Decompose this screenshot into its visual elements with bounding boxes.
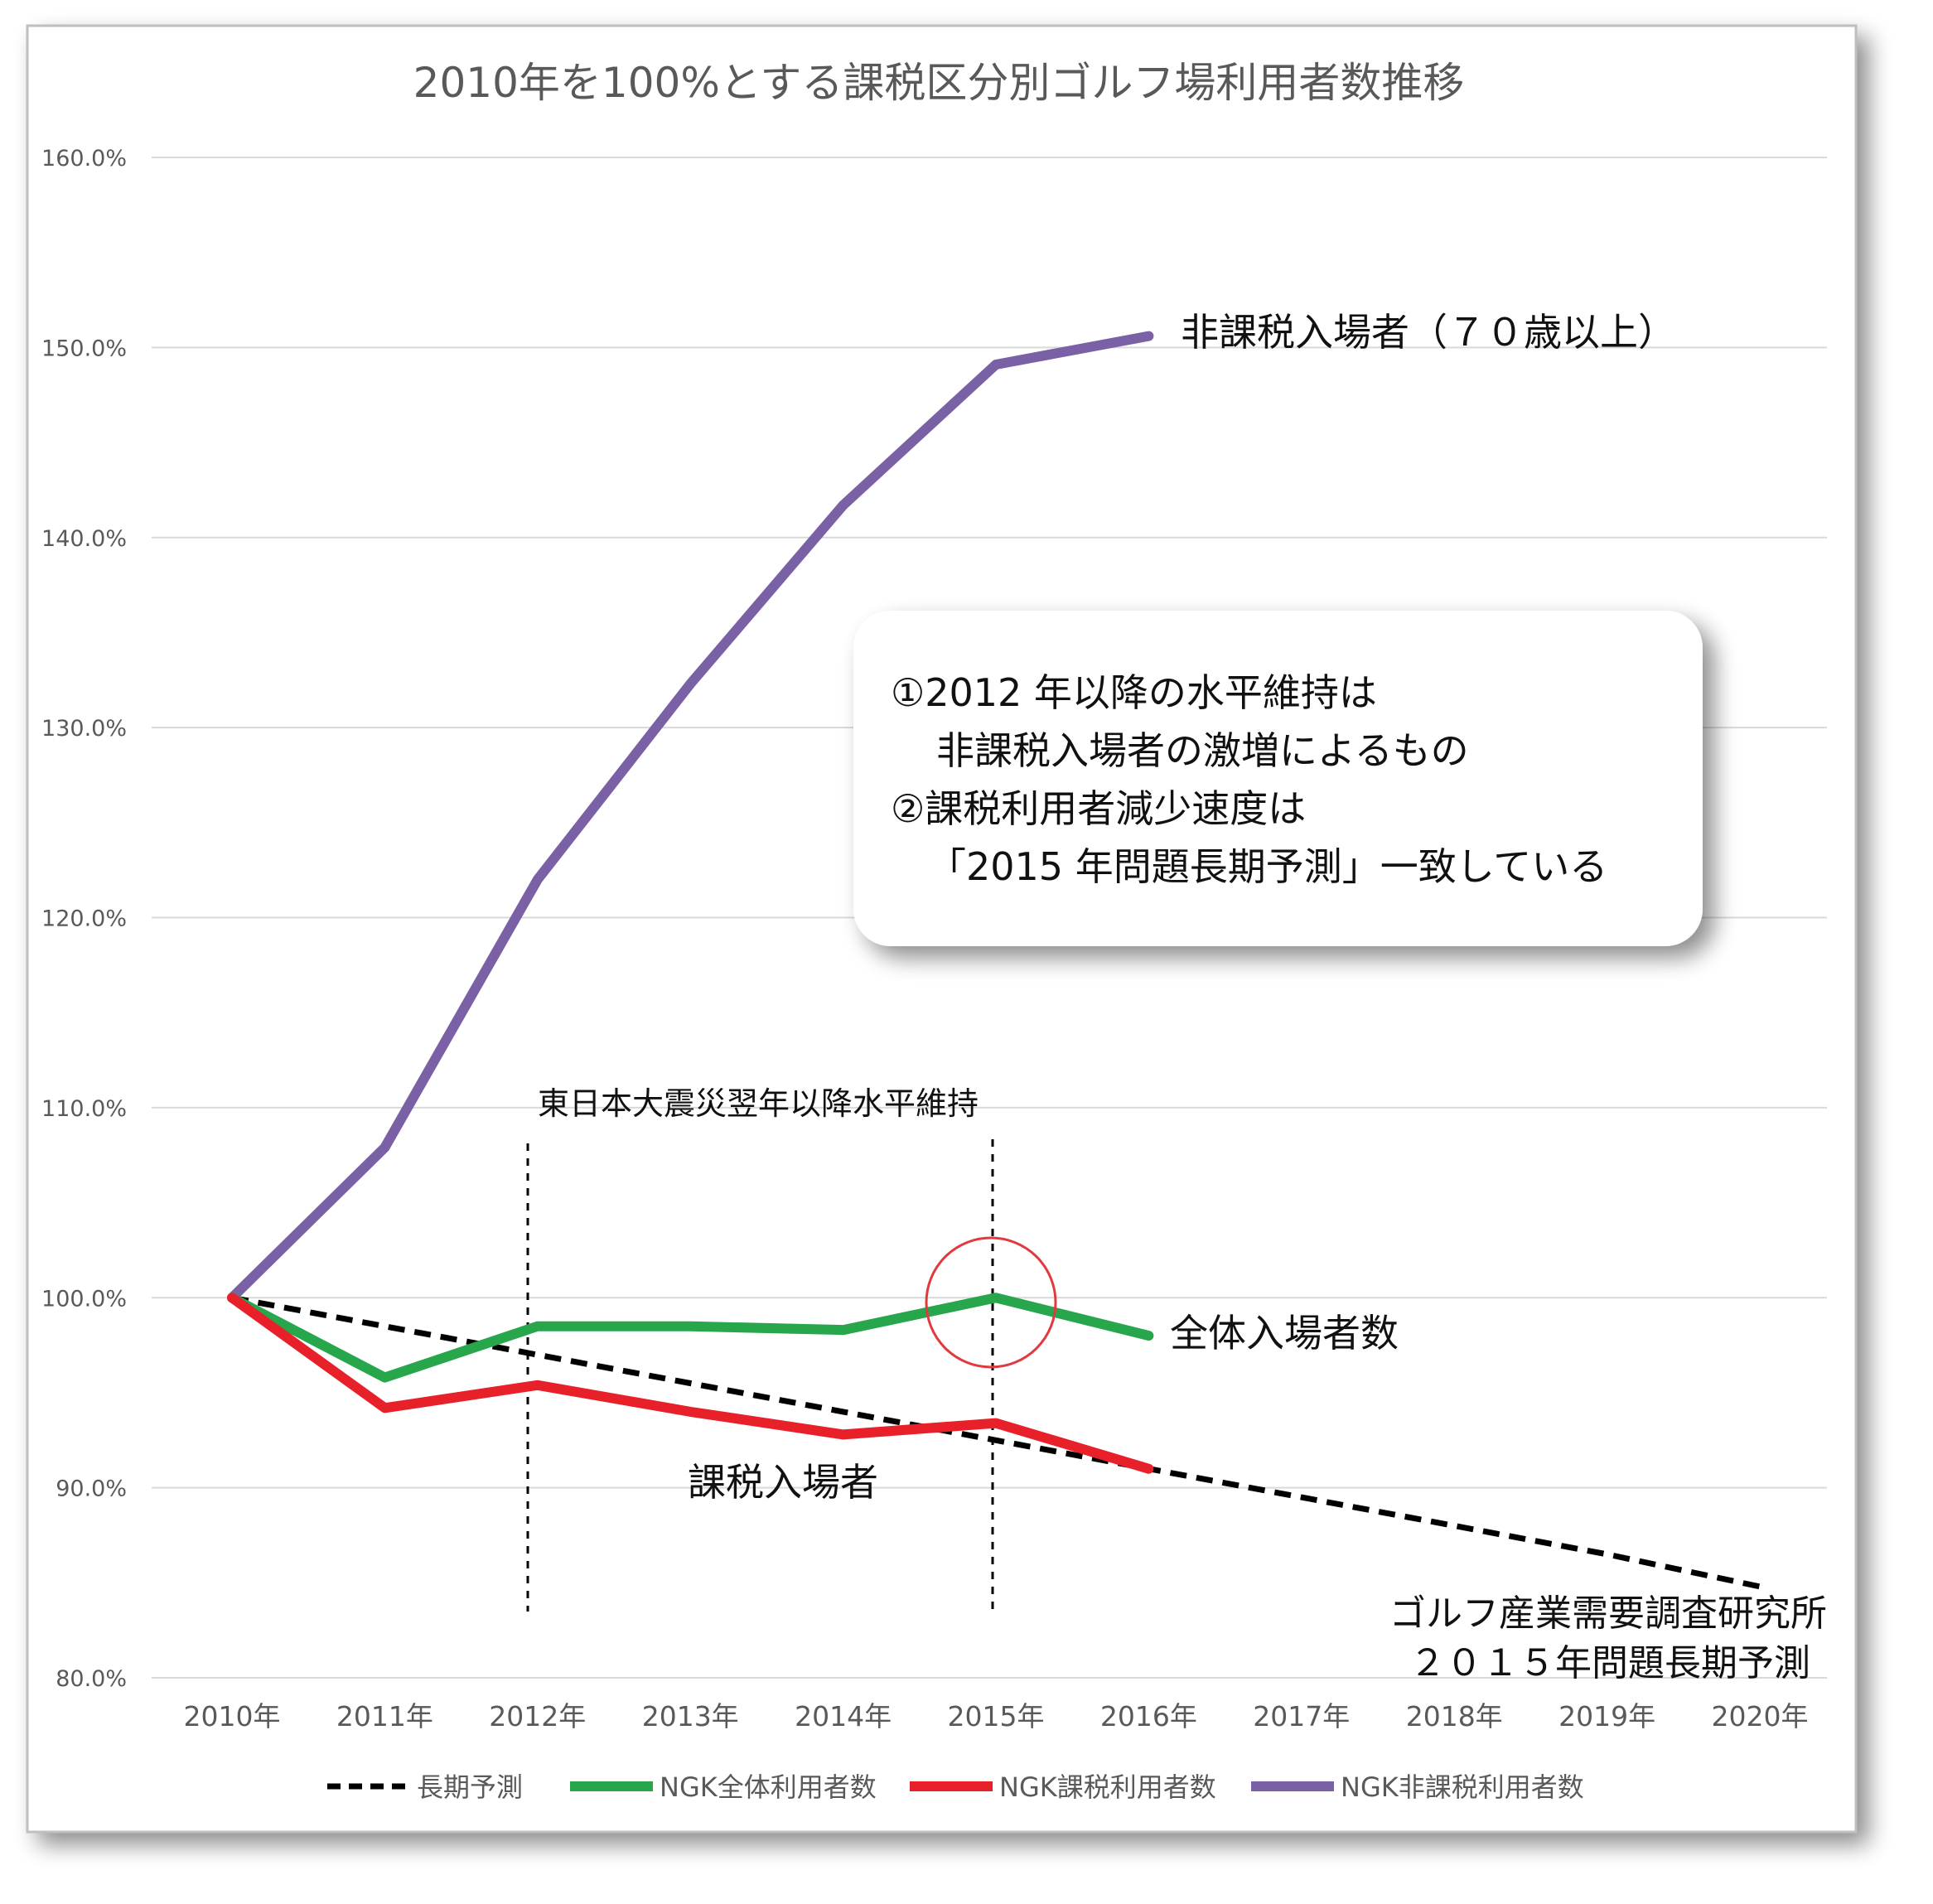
- y-tick-label: 160.0%: [41, 146, 127, 172]
- y-tick-label: 130.0%: [41, 716, 127, 742]
- highlight-circle: [925, 1236, 1057, 1369]
- x-tick-label: 2016年: [1100, 1700, 1197, 1732]
- x-tick-label: 2019年: [1558, 1700, 1655, 1732]
- legend-label: NGK全体利用者数: [660, 1771, 877, 1803]
- y-axis-ticks: 160.0% 150.0% 140.0% 130.0% 120.0% 110.0% 100.…: [41, 146, 127, 1692]
- y-tick-label: 120.0%: [41, 906, 127, 932]
- series-lines: [227, 331, 1761, 1590]
- series-line: [227, 1293, 1154, 1383]
- taxed-series-label: 課税入場者: [688, 1460, 878, 1505]
- x-tick-label: 2017年: [1253, 1700, 1350, 1732]
- y-tick-label: 80.0%: [56, 1666, 127, 1692]
- y-tick-label: 100.0%: [41, 1286, 127, 1312]
- x-axis-ticks: 2010年 2011年 2012年 2013年 2014年 2015年 2016年 2017年…: [184, 1700, 1809, 1732]
- x-tick-label: 2020年: [1712, 1700, 1809, 1732]
- series-line: [231, 1294, 1761, 1590]
- note-box: ①2012 年以降の水平維持は 非課税入場者の激増によるもの ②課税利用者減少速…: [853, 611, 1703, 946]
- x-tick-label: 2012年: [489, 1700, 586, 1732]
- note-line-2: 非課税入場者の激増によるもの: [936, 728, 1469, 773]
- legend-label: 長期予測: [417, 1771, 523, 1803]
- note-box-background: [853, 611, 1703, 946]
- x-tick-label: 2013年: [642, 1700, 739, 1732]
- series-line: [227, 1293, 1154, 1474]
- x-tick-label: 2011年: [336, 1700, 433, 1732]
- total-series-label: 全体入場者数: [1170, 1311, 1399, 1356]
- note-line-1: ①2012 年以降の水平維持は: [891, 670, 1377, 715]
- y-tick-label: 90.0%: [56, 1476, 127, 1502]
- y-tick-label: 110.0%: [41, 1096, 127, 1122]
- series-line: [227, 331, 1154, 1303]
- nontax-series-label: 非課税入場者（７０歳以上）: [1181, 310, 1676, 355]
- y-tick-label: 140.0%: [41, 526, 127, 552]
- x-tick-label: 2015年: [948, 1700, 1045, 1732]
- x-tick-label: 2010年: [184, 1700, 281, 1732]
- chart-title: 2010年を100%とする課税区分別ゴルフ場利用者数推移: [413, 59, 1465, 107]
- legend-label: NGK課税利用者数: [999, 1771, 1216, 1803]
- forecast-label-line1: ゴルフ産業需要調査研究所: [1389, 1592, 1827, 1635]
- legend: 長期予測 NGK全体利用者数 NGK課税利用者数 NGK非課税利用者数: [327, 1771, 1584, 1803]
- x-tick-label: 2014年: [795, 1700, 892, 1732]
- note-line-4: 「2015 年問題長期予測」一致している: [928, 844, 1607, 889]
- note-line-3: ②課税利用者減少速度は: [891, 786, 1306, 831]
- y-tick-label: 150.0%: [41, 336, 127, 361]
- forecast-label-line2: ２０１５年問題長期予測: [1409, 1642, 1810, 1684]
- plateau-label: 東日本大震災翌年以降水平維持: [538, 1085, 979, 1122]
- x-tick-label: 2018年: [1406, 1700, 1503, 1732]
- legend-label: NGK非課税利用者数: [1341, 1771, 1584, 1803]
- gridlines: [152, 157, 1827, 1679]
